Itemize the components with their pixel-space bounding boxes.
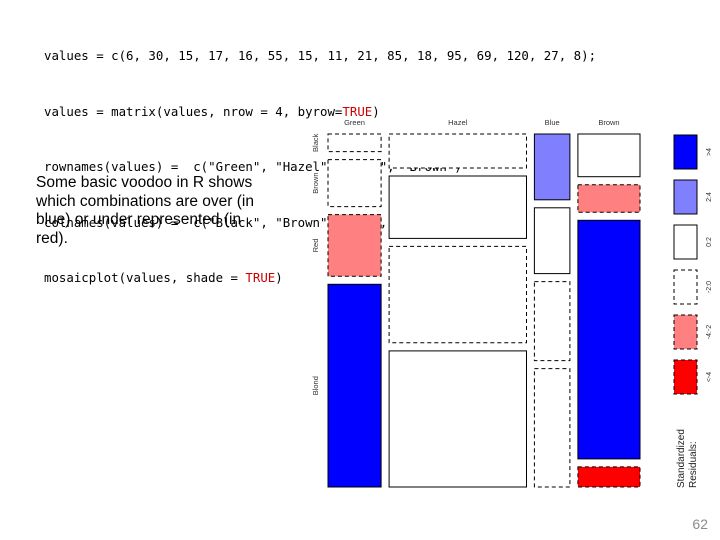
mosaic-cell [388,350,527,488]
row-label: Black [311,133,320,152]
code-token: ) [372,103,380,119]
code-token: values = matrix(values, nrow = 4, byrow= [44,103,343,119]
legend-tick-label: 0:2 [706,237,713,247]
mosaic-cell [327,214,382,277]
mosaic-cell [533,281,571,362]
legend-swatch [673,359,698,395]
code-line-1: values = c(6, 30, 15, 17, 16, 55, 15, 11… [44,47,596,66]
code-line-5: mosaicplot(values, shade = TRUE) [44,269,596,288]
mosaic-cell [533,133,571,201]
legend-tick-label: -4:-2 [706,325,713,340]
legend-swatch [673,269,698,305]
slide-number: 62 [692,516,708,532]
mosaic-cell [577,184,641,213]
code-token: TRUE [245,270,276,285]
code-line-2: values = matrix(values, nrow = 4, byrow=… [44,103,596,122]
column-label: Green [344,118,365,127]
column-label: Brown [598,118,619,127]
mosaic-cell [577,466,641,488]
legend-tick-label: 2:4 [706,192,713,202]
mosaic-cell [388,245,527,344]
slide-description: Some basic voodoo in R shows which combi… [36,174,254,247]
column-label: Hazel [448,118,468,127]
mosaic-cell [533,207,571,275]
mosaic-cell [327,159,382,208]
code-token: values = c(6, 30, 15, 17, 16, 55, 15, 11… [44,48,597,63]
code-token: mosaicplot(values, shade = [44,270,246,285]
legend-tick-label: >4 [706,148,713,156]
code-token: ) [275,270,283,285]
legend-tick-label: <-4 [706,372,713,382]
legend-title: Standardized [676,429,687,488]
mosaic-cell [577,133,641,178]
legend-tick-label: -2:0 [706,281,713,293]
mosaic-cell [327,133,382,153]
legend-swatch [673,179,698,215]
legend-swatch [673,224,698,260]
row-label: Brown [311,172,320,193]
row-label: Red [311,239,320,253]
mosaic-cell [327,283,382,488]
legend-swatch [673,134,698,170]
mosaic-cell [388,175,527,239]
legend-swatch [673,314,698,350]
row-label: Blond [311,376,320,395]
column-label: Blue [545,118,560,127]
legend-title: Residuals: [688,441,699,488]
code-token: TRUE [342,103,373,119]
mosaic-cell [533,368,571,488]
mosaic-cell [388,133,527,169]
mosaic-cell [577,219,641,460]
